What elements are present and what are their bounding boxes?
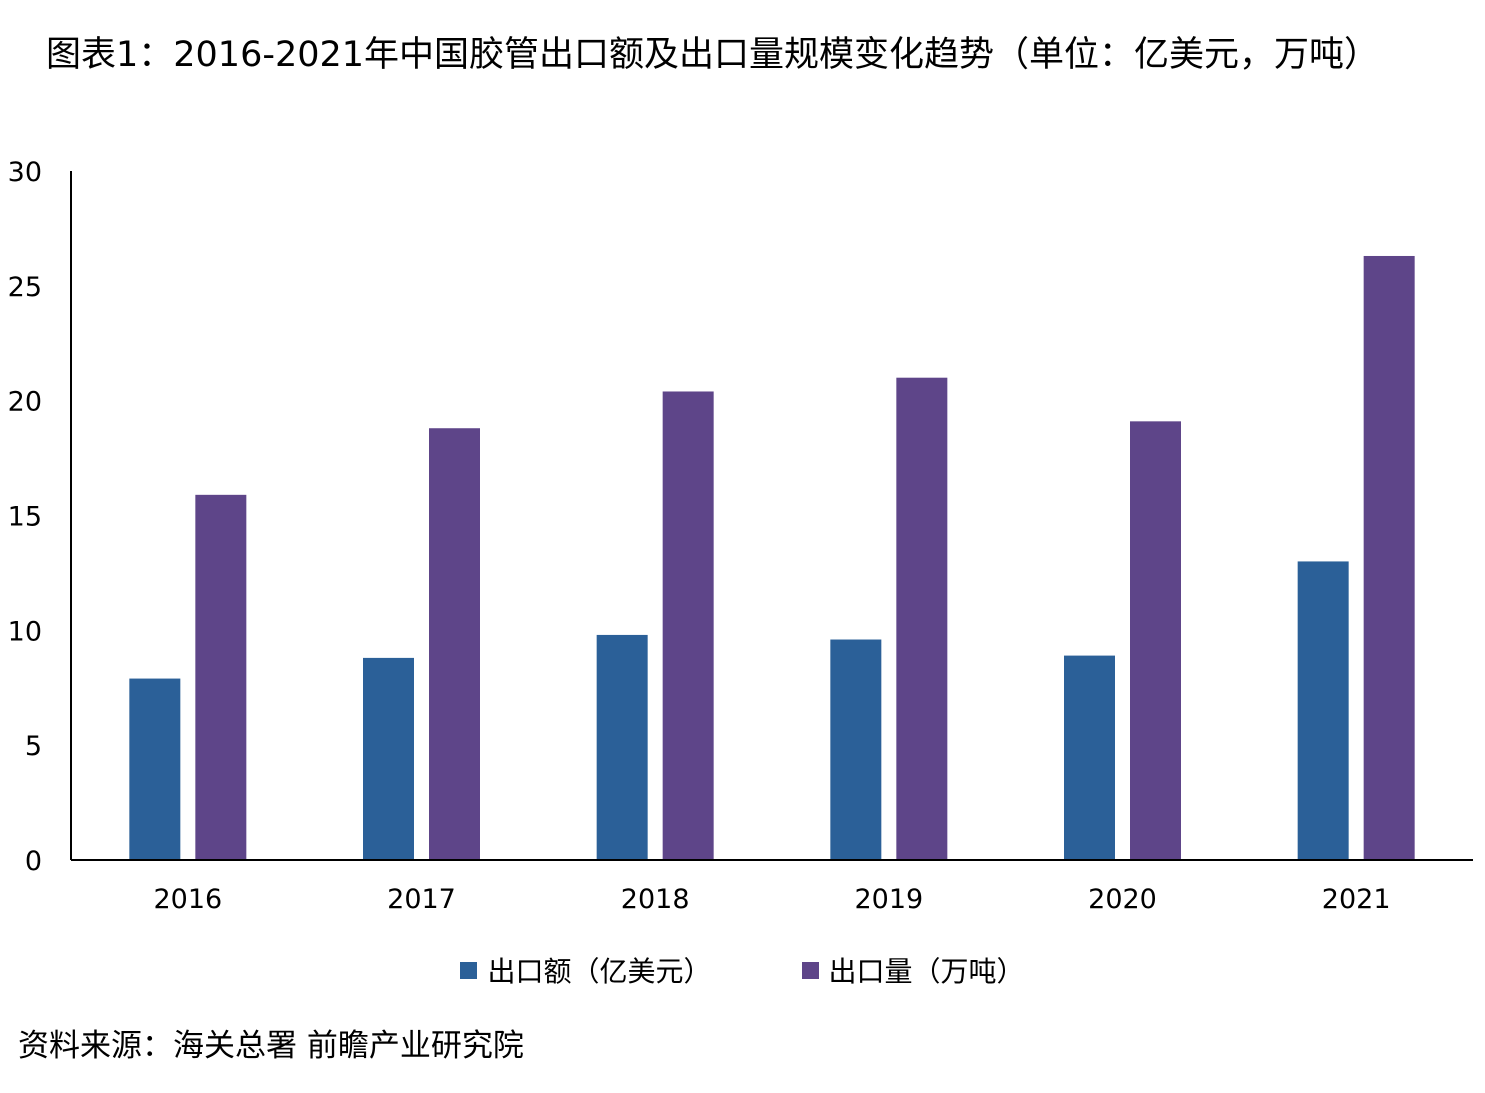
bar-export-value-2017[interactable]: [363, 657, 414, 860]
x-tick-label: 2021: [1322, 884, 1391, 915]
y-tick-label: 25: [8, 272, 42, 303]
x-axis-ticks: 2016 2017 2018 2019 2020 2021: [153, 884, 1390, 915]
bar-export-volume-2016[interactable]: [195, 494, 247, 860]
bar-export-volume-2021[interactable]: [1363, 255, 1415, 860]
y-tick-label: 0: [25, 846, 42, 877]
x-tick-label: 2019: [854, 884, 923, 915]
bar-export-volume-2017[interactable]: [429, 428, 480, 860]
x-tick-label: 2017: [387, 884, 456, 915]
bar-export-value-2016[interactable]: [129, 678, 181, 860]
y-tick-label: 20: [8, 387, 42, 418]
x-tick-label: 2020: [1088, 884, 1157, 915]
bars: [129, 255, 1415, 860]
legend-label-export-volume: 出口量（万吨）: [828, 955, 1025, 988]
y-tick-label: 15: [8, 502, 42, 533]
bar-export-value-2018[interactable]: [596, 634, 648, 860]
legend-swatch-export-value: [460, 961, 478, 979]
bar-export-value-2020[interactable]: [1064, 655, 1115, 860]
legend: 出口额（亿美元） 出口量（万吨）: [0, 950, 1485, 990]
bar-export-volume-2019[interactable]: [896, 377, 948, 860]
x-tick-label: 2018: [621, 884, 690, 915]
y-tick-label: 5: [25, 731, 42, 762]
legend-item-export-volume[interactable]: 出口量（万吨）: [801, 950, 1025, 990]
y-axis-ticks: 0 5 10 15 20 25 30: [8, 157, 42, 877]
legend-item-export-value[interactable]: 出口额（亿美元）: [460, 950, 712, 990]
chart-title: 图表1：2016-2021年中国胶管出口额及出口量规模变化趋势（单位：亿美元，万…: [46, 35, 1380, 75]
source-note: 资料来源：海关总署 前瞻产业研究院: [18, 1028, 524, 1064]
bar-export-volume-2020[interactable]: [1130, 421, 1181, 860]
y-tick-label: 10: [8, 616, 42, 647]
bar-export-value-2021[interactable]: [1297, 561, 1349, 860]
y-tick-label: 30: [8, 157, 42, 188]
legend-swatch-export-volume: [801, 961, 819, 979]
x-tick-label: 2016: [153, 884, 222, 915]
bar-chart: 0 5 10 15 20 25 30 2016 2017 2018 2019 2020 2021: [8, 157, 1473, 915]
bar-export-value-2019[interactable]: [830, 639, 882, 860]
bar-export-volume-2018[interactable]: [662, 391, 714, 860]
legend-label-export-value: 出口额（亿美元）: [487, 955, 712, 988]
